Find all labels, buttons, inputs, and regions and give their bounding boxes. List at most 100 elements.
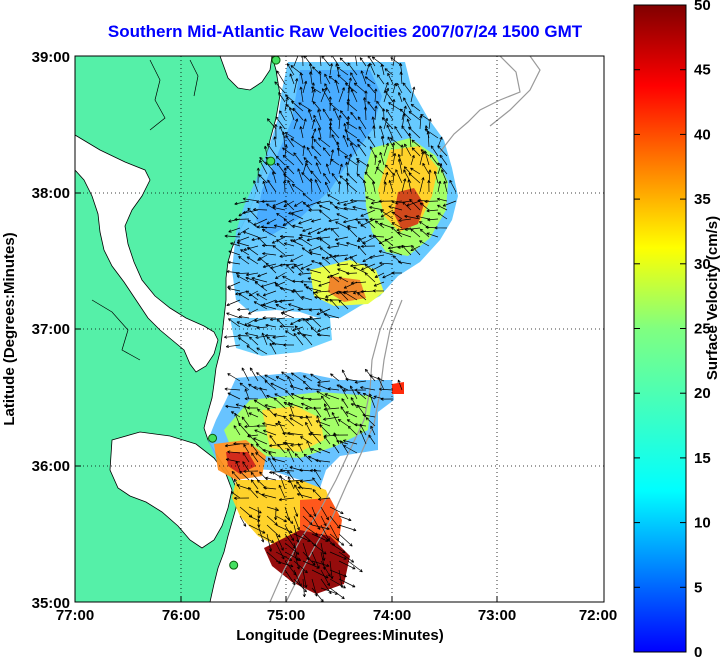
velocity-arrow xyxy=(401,244,412,256)
velocity-arrow xyxy=(378,250,394,256)
velocity-arrow xyxy=(310,431,322,445)
velocity-arrow xyxy=(253,207,268,212)
velocity-arrow xyxy=(390,137,403,148)
velocity-arrow xyxy=(233,425,241,436)
velocity-arrow xyxy=(256,293,268,301)
velocity-arrow xyxy=(244,424,259,429)
velocity-arrow xyxy=(338,551,355,563)
velocity-arrow xyxy=(437,212,448,220)
velocity-arrow xyxy=(380,209,394,218)
velocity-arrow xyxy=(327,387,340,391)
velocity-arrow xyxy=(363,106,368,121)
velocity-arrow xyxy=(401,125,412,139)
lon-tick-label: 72:00 xyxy=(579,607,617,624)
velocity-arrow xyxy=(441,169,448,184)
velocity-arrow xyxy=(239,470,250,481)
velocity-arrow xyxy=(282,180,287,193)
velocity-arrow xyxy=(345,377,358,382)
velocity-arrow xyxy=(396,227,412,232)
velocity-arrow xyxy=(372,289,385,293)
velocity-arrow xyxy=(284,524,295,541)
velocity-arrow xyxy=(436,197,448,202)
velocity-arrow xyxy=(301,172,313,184)
velocity-arrow xyxy=(228,250,241,256)
velocity-arrow xyxy=(353,82,367,94)
velocity-arrow xyxy=(251,452,259,463)
velocity-arrow xyxy=(263,486,277,490)
velocity-arrow xyxy=(317,109,322,121)
velocity-arrow xyxy=(346,271,358,276)
velocity-arrow xyxy=(279,110,286,121)
velocity-arrow xyxy=(336,200,349,205)
velocity-arrow xyxy=(339,110,349,121)
velocity-arrow xyxy=(419,202,430,211)
velocity-arrow xyxy=(307,227,322,235)
velocity-arrow xyxy=(224,387,241,391)
velocity-arrow xyxy=(329,551,347,560)
velocity-arrow xyxy=(283,401,295,409)
velocity-arrow xyxy=(284,515,294,524)
velocity-arrow xyxy=(410,228,421,238)
velocity-arrow xyxy=(293,288,304,301)
velocity-arrow xyxy=(264,374,277,382)
velocity-arrow xyxy=(266,533,272,552)
velocity-arrow xyxy=(365,196,376,202)
velocity-arrow xyxy=(307,455,322,463)
velocity-arrow xyxy=(419,240,430,247)
velocity-arrow xyxy=(287,476,295,490)
velocity-arrow xyxy=(327,245,340,249)
velocity-arrow xyxy=(227,392,241,400)
velocity-arrow xyxy=(319,261,331,274)
velocity-arrow xyxy=(308,308,322,312)
colorbar-ticks xyxy=(634,4,686,653)
velocity-arrow xyxy=(328,218,340,223)
velocity-arrow xyxy=(423,150,430,166)
velocity-arrow xyxy=(356,160,360,175)
velocity-arrow xyxy=(309,316,322,328)
velocity-arrow xyxy=(329,542,346,554)
velocity-arrow xyxy=(430,145,439,157)
velocity-arrow xyxy=(350,142,358,157)
velocity-arrow xyxy=(262,448,277,454)
velocity-arrow xyxy=(367,83,376,94)
velocity-arrow xyxy=(241,416,250,427)
velocity-arrow xyxy=(380,397,394,401)
velocity-arrow xyxy=(267,179,277,193)
velocity-arrow xyxy=(228,227,241,233)
velocity-arrow xyxy=(271,457,286,463)
velocity-arrow xyxy=(399,71,403,85)
velocity-arrow xyxy=(420,149,430,157)
velocity-arrow xyxy=(235,460,241,472)
velocity-arrow xyxy=(287,376,295,391)
velocity-arrow xyxy=(284,551,302,561)
station-marker xyxy=(208,433,218,443)
velocity-arrow xyxy=(319,424,331,436)
velocity-arrow xyxy=(246,256,259,265)
velocity-arrow xyxy=(426,131,430,148)
velocity-arrow xyxy=(290,372,304,382)
velocity-arrow xyxy=(308,397,322,401)
velocity-arrow xyxy=(323,312,340,319)
velocity-arrow xyxy=(305,286,322,292)
velocity-arrow xyxy=(237,236,250,242)
velocity-arrow xyxy=(292,224,304,229)
velocity-arrow xyxy=(357,245,367,256)
velocity-arrow xyxy=(248,524,266,534)
velocity-arrow xyxy=(302,515,313,526)
velocity-arrow xyxy=(225,344,241,349)
velocity-arrow xyxy=(292,107,304,121)
velocity-arrow xyxy=(395,169,403,184)
velocity-arrow xyxy=(337,181,342,193)
station-marker xyxy=(266,156,276,166)
velocity-arrow xyxy=(236,241,250,247)
velocity-arrow xyxy=(360,386,376,391)
velocity-arrow xyxy=(224,335,241,339)
velocity-arrow xyxy=(302,560,320,569)
velocity-arrow xyxy=(389,249,403,256)
velocity-arrow xyxy=(434,226,448,230)
velocity-arrow xyxy=(350,397,358,409)
velocity-arrow xyxy=(268,457,277,472)
velocity-arrow xyxy=(397,158,403,175)
velocity-arrow xyxy=(278,497,295,502)
velocity-arrow xyxy=(427,218,439,222)
